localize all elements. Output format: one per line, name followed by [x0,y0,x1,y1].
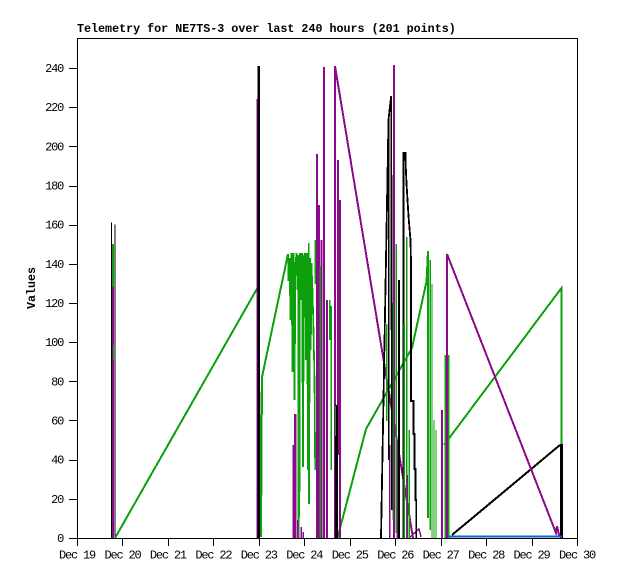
svg-text:Telemetry for NE7TS-3 over las: Telemetry for NE7TS-3 over last 240 hour… [77,22,456,36]
svg-text:20: 20 [51,493,64,507]
svg-text:0: 0 [57,532,64,546]
svg-text:Dec 26: Dec 26 [377,549,414,563]
svg-text:140: 140 [45,258,64,272]
svg-text:Dec 19: Dec 19 [59,549,96,563]
svg-text:200: 200 [45,140,64,154]
svg-text:180: 180 [45,180,64,194]
svg-text:160: 160 [45,219,64,233]
svg-text:80: 80 [51,375,64,389]
svg-text:Dec 24: Dec 24 [286,549,323,563]
svg-text:Dec 25: Dec 25 [332,549,369,563]
svg-text:Dec 21: Dec 21 [150,549,187,563]
svg-text:40: 40 [51,454,64,468]
svg-text:Dec 22: Dec 22 [195,549,232,563]
svg-text:Values: Values [25,267,39,309]
svg-text:60: 60 [51,415,64,429]
svg-text:240: 240 [45,62,64,76]
svg-text:100: 100 [45,336,64,350]
svg-text:Dec 28: Dec 28 [468,549,505,563]
svg-text:Dec 27: Dec 27 [423,549,460,563]
svg-text:Dec 30: Dec 30 [559,549,596,563]
svg-text:120: 120 [45,297,64,311]
svg-text:220: 220 [45,101,64,115]
svg-text:Dec 23: Dec 23 [241,549,278,563]
svg-text:Dec 29: Dec 29 [513,549,550,563]
svg-text:Dec 20: Dec 20 [104,549,141,563]
